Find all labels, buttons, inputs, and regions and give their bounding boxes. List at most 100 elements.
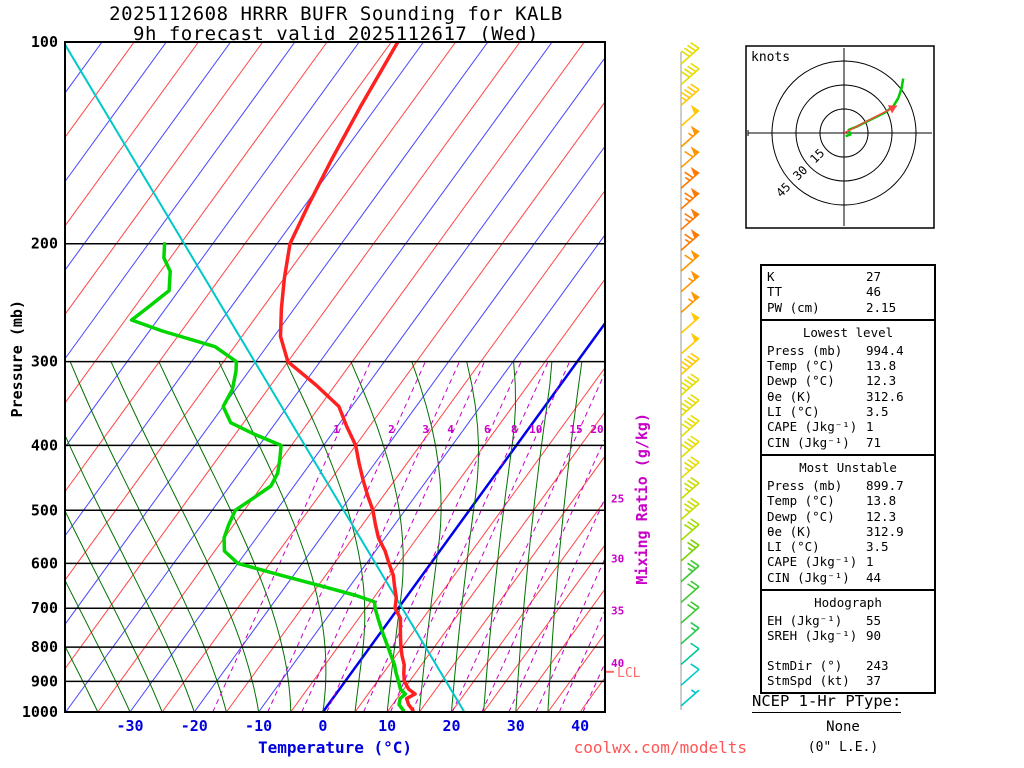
wind-barb <box>680 414 700 438</box>
indices-row: θe (K) 312.9 <box>767 524 929 539</box>
indices-section: Lowest level Press (mb) 994.4 Temp (°C) 13.8… <box>762 318 934 454</box>
pressure-tick-label: 600 <box>31 554 58 572</box>
wind-barb <box>680 373 700 396</box>
mixing-ratio-label: 4 <box>447 423 454 436</box>
parcel-line <box>65 42 466 712</box>
wind-barb <box>680 104 700 127</box>
ptype-heading: NCEP 1-Hr PType: <box>752 692 902 713</box>
index-label: Dewp (°C) <box>767 508 835 524</box>
indices-row: PW (cm) 2.15 <box>767 300 929 315</box>
pressure-axis-label: Pressure (mb) <box>8 300 26 418</box>
index-value: 3.5 <box>866 404 889 420</box>
temperature-tick-label: 10 <box>378 717 396 735</box>
storm-motion-arrowhead <box>887 105 897 114</box>
indices-row: EH (Jkg⁻¹) 55 <box>767 613 929 628</box>
index-value: 71 <box>866 434 882 450</box>
index-label: CAPE (Jkg⁻¹) <box>767 419 858 435</box>
indices-row: CAPE (Jkg⁻¹) 1 <box>767 554 929 569</box>
index-label: CIN (Jkg⁻¹) <box>767 569 850 585</box>
indices-row: Dewp (°C) 12.3 <box>767 509 929 524</box>
wind-barb <box>680 332 700 355</box>
pressure-tick-label: 1000 <box>22 703 58 721</box>
pressure-tick-label: 500 <box>31 501 58 519</box>
indices-row: LI (°C) 3.5 <box>767 539 929 554</box>
wind-barb <box>680 229 700 251</box>
wind-barb <box>680 601 700 624</box>
index-label: CIN (Jkg⁻¹) <box>767 434 850 450</box>
wind-barb <box>680 394 700 417</box>
index-value: 1 <box>866 554 874 570</box>
mixing-ratio-label: 10 <box>529 423 542 436</box>
index-label: EH (Jkg⁻¹) <box>767 613 843 629</box>
temperature-tick-label: 40 <box>571 717 589 735</box>
index-value: 27 <box>866 269 882 284</box>
indices-row: θe (K) 312.6 <box>767 389 929 404</box>
index-value: 312.9 <box>866 523 904 539</box>
index-value: 44 <box>866 569 882 585</box>
wind-barb <box>680 166 700 189</box>
index-label: LI (°C) <box>767 404 820 420</box>
index-label: StmDir (°) <box>767 657 843 673</box>
wind-barb <box>680 539 700 562</box>
indices-section-header: Hodograph <box>814 595 882 611</box>
wind-barb <box>680 642 700 666</box>
indices-row: Press (mb) 994.4 <box>767 343 929 358</box>
mixing-ratio-label: 25 <box>611 492 624 505</box>
ptype-value: None <box>826 719 860 735</box>
wind-barb <box>680 559 700 583</box>
index-value: 312.6 <box>866 388 904 404</box>
index-value: 243 <box>866 657 889 673</box>
wind-barb <box>680 580 700 604</box>
mixing-ratio-labels: 1 2 3 4 6 8 10 15 20 25 30 35 40 <box>333 423 624 670</box>
mixing-ratio-label: 35 <box>611 604 624 617</box>
index-value: 1 <box>866 419 874 435</box>
indices-section-header: Most Unstable <box>799 459 897 475</box>
index-value: 90 <box>866 628 882 644</box>
wind-barb <box>680 497 700 521</box>
mixing-ratio-label: 8 <box>511 423 518 436</box>
indices-section: K 27 TT 46 PW (cm) 2.15 <box>762 266 934 319</box>
wind-barb <box>680 663 700 686</box>
index-label: TT <box>767 284 783 300</box>
index-label: PW (cm) <box>767 299 820 315</box>
temperature-axis-label: Temperature (°C) <box>257 738 413 757</box>
index-value: 12.3 <box>866 508 897 524</box>
wind-barb <box>680 187 700 210</box>
indices-row: Temp (°C) 13.8 <box>767 493 929 508</box>
wind-barb <box>680 435 700 459</box>
pressure-tick-label: 800 <box>31 638 58 656</box>
temperature-tick-label: -10 <box>245 717 272 735</box>
index-label: Temp (°C) <box>767 493 835 509</box>
index-label: StmSpd (kt) <box>767 672 850 688</box>
indices-row: LI (°C) 3.5 <box>767 404 929 419</box>
wind-barb <box>680 518 700 541</box>
wind-barb <box>680 41 700 65</box>
plot-border <box>64 41 606 713</box>
wind-barb <box>680 456 700 479</box>
indices-row: CIN (Jkg⁻¹) 71 <box>767 435 929 450</box>
index-label: Press (mb) <box>767 477 843 493</box>
pressure-tick-label: 700 <box>31 599 58 617</box>
index-value: 37 <box>866 672 882 688</box>
mixing-ratio-label: 6 <box>484 423 491 436</box>
wind-barb <box>680 311 700 334</box>
indices-row: CAPE (Jkg⁻¹) 1 <box>767 419 929 434</box>
index-value: 13.8 <box>866 493 897 509</box>
indices-row: StmSpd (kt) 37 <box>767 673 929 688</box>
temperature-tick-label: 0 <box>318 717 327 735</box>
indices-row: TT 46 <box>767 284 929 299</box>
index-value: 13.8 <box>866 358 897 374</box>
wind-barb <box>680 352 700 376</box>
index-value: 899.7 <box>866 477 904 493</box>
index-value: 12.3 <box>866 373 897 389</box>
index-value: 3.5 <box>866 539 889 555</box>
index-label: Dewp (°C) <box>767 373 835 389</box>
mixing-ratio-label: 30 <box>611 552 624 565</box>
indices-section-header: Lowest level <box>802 324 894 340</box>
storm-motion-vector <box>843 105 898 134</box>
index-value: 46 <box>866 284 882 300</box>
temperature-curve <box>278 42 417 712</box>
mixing-ratio-label: 2 <box>388 423 395 436</box>
